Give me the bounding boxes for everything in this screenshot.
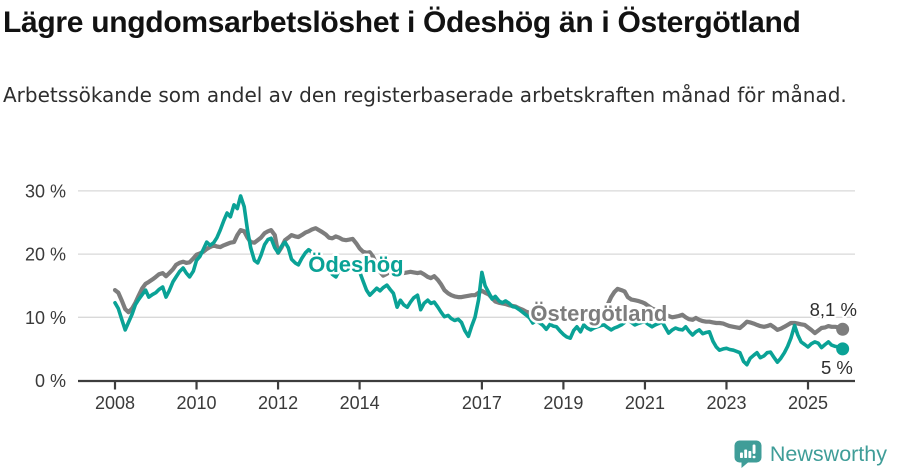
chart-title: Lägre ungdomsarbetslöshet i Ödeshög än i… xyxy=(3,6,801,39)
y-tick-label: 10 % xyxy=(25,308,66,328)
x-tick-label: 2017 xyxy=(462,393,502,413)
newsworthy-logo[interactable]: Newsworthy xyxy=(733,439,887,469)
x-tick-label: 2012 xyxy=(258,393,298,413)
x-tick-label: 2010 xyxy=(177,393,217,413)
x-tick-label: 2025 xyxy=(788,393,828,413)
x-tick-label: 2014 xyxy=(340,393,380,413)
y-tick-label: 30 % xyxy=(25,181,66,201)
series-line-odeshog xyxy=(113,194,845,367)
x-tick-label: 2019 xyxy=(543,393,583,413)
end-value-label-ostergotland: 8,1 % xyxy=(810,299,857,320)
newsworthy-bubble-chart-icon xyxy=(734,440,762,468)
x-tick-label: 2008 xyxy=(95,393,135,413)
x-tick-label: 2021 xyxy=(625,393,665,413)
x-tick-label: 2023 xyxy=(706,393,746,413)
y-tick-label: 20 % xyxy=(25,245,66,265)
series-end-dot-odeshog xyxy=(836,342,850,356)
series-end-dot-ostergotland xyxy=(836,322,850,336)
series-label-odeshog: Ödeshög xyxy=(308,252,403,277)
y-tick-label: 0 % xyxy=(35,371,66,391)
series-label-ostergotland: Östergötland xyxy=(530,301,667,326)
end-value-label-odeshog: 5 % xyxy=(821,357,853,378)
chart-subtitle: Arbetssökande som andel av den registerb… xyxy=(3,83,847,107)
newsworthy-wordmark: Newsworthy xyxy=(769,441,887,466)
